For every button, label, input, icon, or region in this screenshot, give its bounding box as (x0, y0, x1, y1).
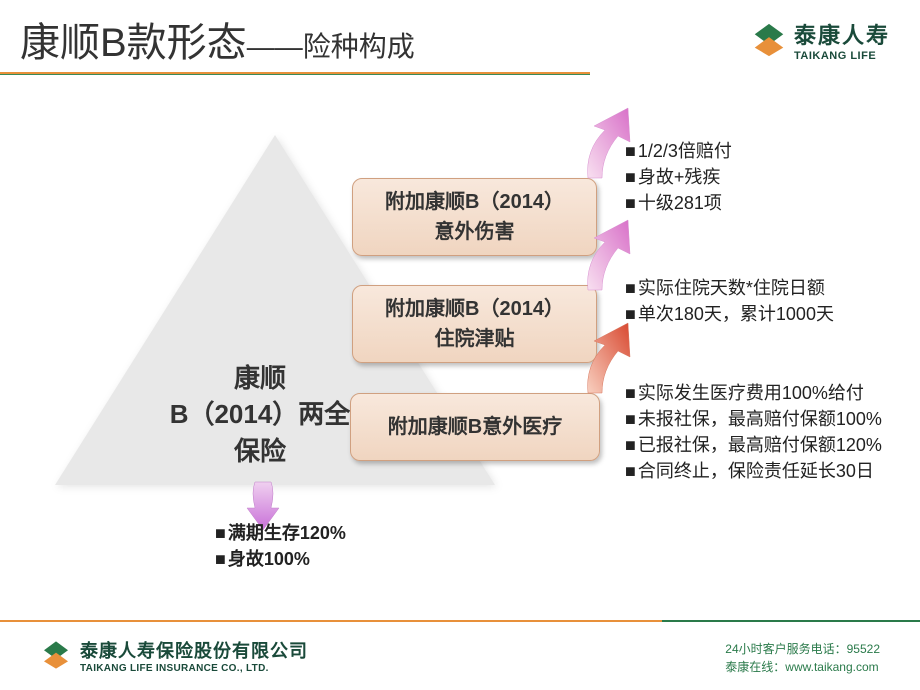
detail-item: 单次180天，累计1000天 (625, 301, 834, 327)
detail-item: 1/2/3倍赔付 (625, 138, 732, 164)
footer-line-orange (0, 620, 662, 622)
title-sub: ——险种构成 (247, 31, 415, 62)
detail-item: 身故100% (215, 546, 346, 572)
detail-list-accident: 1/2/3倍赔付 身故+残疾 十级281项 (625, 138, 732, 216)
rider-box-accident: 附加康顺B（2014）意外伤害 (352, 178, 597, 256)
logo-top: 泰康人寿 TAIKANG LIFE (750, 18, 890, 62)
detail-list-main: 满期生存120% 身故100% (215, 520, 346, 572)
logo-text-en: TAIKANG LIFE (794, 50, 890, 62)
hotline-label: 24小时客户服务电话： (725, 642, 846, 656)
detail-item: 实际发生医疗费用100%给付 (625, 380, 882, 406)
rider-box-medical: 附加康顺B意外医疗 (350, 393, 600, 461)
main-diagram: 康顺B（2014）两全保险 附加康顺B（2014）意外伤害 1/2/3倍赔付 身… (0, 100, 920, 620)
slide-header: 康顺B款形态——险种构成 泰康人寿 TAIKANG LIFE (0, 0, 920, 100)
footer-line-green (662, 620, 920, 622)
footer-right: 24小时客户服务电话：95522 泰康在线：www.taikang.com (725, 640, 880, 676)
detail-item: 未报社保，最高赔付保额100% (625, 406, 882, 432)
detail-list-medical: 实际发生医疗费用100%给付 未报社保，最高赔付保额100% 已报社保，最高赔付… (625, 380, 882, 484)
hotline-number: 95522 (847, 642, 880, 656)
slide-footer: 泰康人寿保险股份有限公司 TAIKANG LIFE INSURANCE CO.,… (0, 620, 920, 690)
title-main: 康顺B款形态 (20, 21, 247, 65)
detail-item: 满期生存120% (215, 520, 346, 546)
rider-box-hospital: 附加康顺B（2014）住院津贴 (352, 285, 597, 363)
taikang-logo-icon (40, 639, 72, 671)
website-url: www.taikang.com (785, 660, 878, 674)
header-line-green (0, 74, 590, 75)
footer-line (0, 620, 920, 622)
taikang-logo-icon (750, 21, 788, 59)
detail-item: 身故+残疾 (625, 164, 732, 190)
detail-list-hospital: 实际住院天数*住院日额 单次180天，累计1000天 (625, 275, 834, 327)
footer-company-cn: 泰康人寿保险股份有限公司 (80, 637, 308, 663)
detail-item: 实际住院天数*住院日额 (625, 275, 834, 301)
detail-item: 已报社保，最高赔付保额120% (625, 432, 882, 458)
detail-item: 合同终止，保险责任延长30日 (625, 458, 882, 484)
footer-company-en: TAIKANG LIFE INSURANCE CO., LTD. (80, 663, 308, 674)
logo-text-cn: 泰康人寿 (794, 18, 890, 50)
website-label: 泰康在线： (725, 660, 785, 674)
